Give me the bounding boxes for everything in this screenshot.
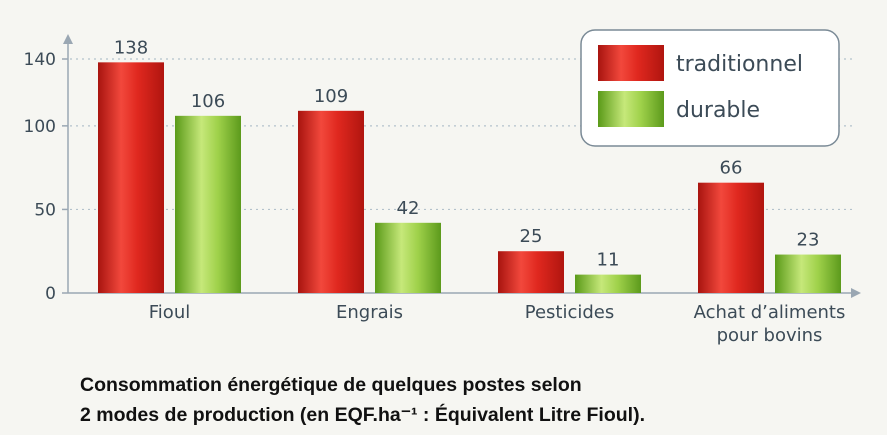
y-tick-label: 50 [34, 200, 56, 220]
category-label: pour bovins [717, 325, 823, 346]
bar-chart: 0 50 100 140 138 106 109 42 25 11 66 23 Fioul Engra… [24, 29, 861, 346]
bar-durable [575, 274, 641, 293]
value-label-durable: 23 [797, 230, 820, 251]
x-axis-arrow [851, 288, 861, 298]
y-tick-label: 140 [24, 50, 56, 70]
category-labels: Fioul Engrais Pesticides Achat d’alimentspo… [149, 302, 846, 346]
bar-durable [375, 222, 441, 293]
y-axis-arrow [63, 34, 73, 44]
bar-traditionnel [698, 182, 764, 293]
value-label-traditionnel: 109 [314, 86, 348, 107]
bar-traditionnel [298, 110, 364, 293]
value-label-durable: 106 [191, 91, 225, 112]
value-label-traditionnel: 138 [114, 37, 148, 58]
chart-caption: Consommation énergétique de quelques pos… [80, 370, 870, 430]
bar-durable [775, 254, 841, 293]
legend-label-traditionnel: traditionnel [676, 52, 803, 77]
value-label-durable: 11 [597, 250, 620, 271]
y-tick-label: 0 [45, 284, 56, 304]
bars [98, 62, 841, 293]
bar-durable [175, 115, 241, 293]
category-label: Achat d’aliments [694, 302, 846, 323]
category-label: Fioul [149, 302, 190, 323]
caption-line-1: Consommation énergétique de quelques pos… [80, 374, 582, 396]
legend-swatch-traditionnel [598, 45, 664, 81]
legend-swatch-durable [598, 91, 664, 127]
legend: traditionnel durable [580, 29, 840, 147]
y-ticks: 0 50 100 140 [24, 50, 68, 304]
value-label-traditionnel: 66 [720, 158, 743, 179]
y-tick-label: 100 [24, 117, 56, 137]
category-label: Pesticides [525, 302, 615, 323]
legend-label-durable: durable [676, 98, 760, 123]
value-labels: 138 106 109 42 25 11 66 23 [114, 37, 820, 270]
value-label-durable: 42 [397, 198, 420, 219]
category-label: Engrais [336, 302, 403, 323]
caption-line-2: 2 modes de production (en EQF.ha⁻¹ : Équ… [80, 404, 645, 426]
value-label-traditionnel: 25 [520, 226, 543, 247]
bar-traditionnel [498, 251, 564, 293]
bar-traditionnel [98, 62, 164, 293]
